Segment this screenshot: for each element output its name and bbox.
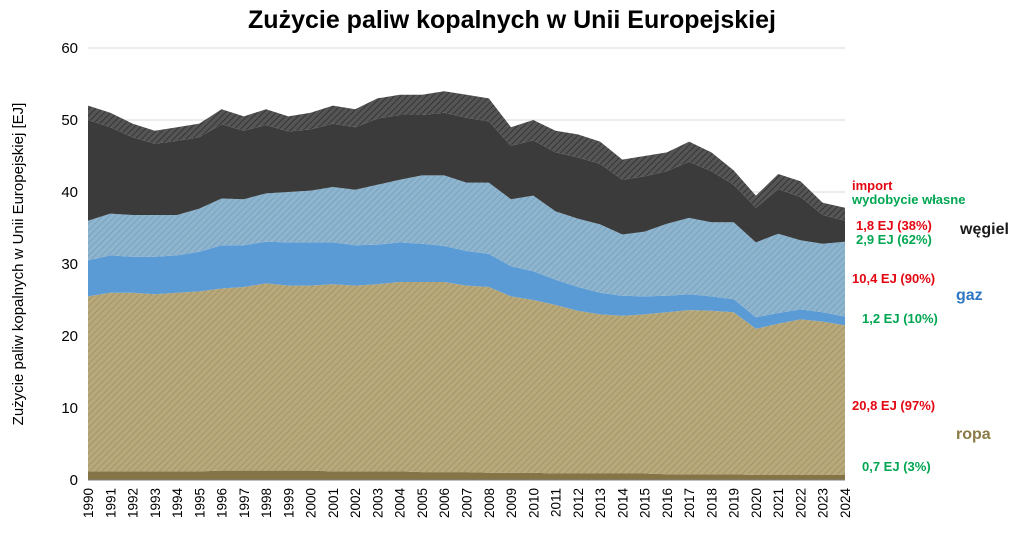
x-tick-label-1996: 1996 xyxy=(215,488,230,518)
y-tick-label-40: 40 xyxy=(61,184,78,201)
oil-label: ropa xyxy=(956,426,991,443)
area-węgiel — import xyxy=(88,91,845,221)
x-tick-label-2010: 2010 xyxy=(526,488,541,518)
x-tick-label-1997: 1997 xyxy=(237,488,252,518)
area-ropa — import xyxy=(88,282,845,475)
x-tick-label-2011: 2011 xyxy=(549,488,564,517)
x-tick-label-2006: 2006 xyxy=(437,488,452,518)
x-tick-label-1992: 1992 xyxy=(126,488,141,518)
x-tick-label-2005: 2005 xyxy=(415,488,430,518)
x-tick-label-1990: 1990 xyxy=(81,488,96,518)
x-tick-label-1999: 1999 xyxy=(281,488,296,518)
oil-import-value: 20,8 EJ (97%) xyxy=(852,398,936,413)
x-tick-label-1993: 1993 xyxy=(148,488,163,518)
y-tick-label-30: 30 xyxy=(61,256,78,273)
area-węgiel — wydobycie własne xyxy=(88,112,845,244)
x-tick-label-2004: 2004 xyxy=(393,488,408,519)
x-tick-label-2021: 2021 xyxy=(771,488,786,518)
x-tick-label-2016: 2016 xyxy=(660,488,675,518)
x-tick-label-2023: 2023 xyxy=(816,488,831,518)
x-tick-label-1995: 1995 xyxy=(192,488,207,518)
x-tick-label-2013: 2013 xyxy=(593,488,608,518)
gas-label: gaz xyxy=(956,287,983,304)
coal-import-value: 1,8 EJ (38%) xyxy=(856,218,932,233)
y-tick-label-50: 50 xyxy=(61,112,78,129)
x-tick-label-2002: 2002 xyxy=(348,488,363,518)
x-tick-label-1994: 1994 xyxy=(170,488,185,519)
x-tick-label-2017: 2017 xyxy=(682,488,697,518)
x-tick-label-2015: 2015 xyxy=(638,488,653,518)
area-gaz — import xyxy=(88,175,845,318)
x-tick-label-2020: 2020 xyxy=(749,488,764,518)
y-tick-label-60: 60 xyxy=(61,40,78,57)
x-tick-label-2019: 2019 xyxy=(727,488,742,518)
x-tick-label-2022: 2022 xyxy=(793,488,808,518)
y-tick-label-10: 10 xyxy=(61,400,78,417)
x-tick-label-2024: 2024 xyxy=(838,488,853,519)
coal-own-value: 2,9 EJ (62%) xyxy=(856,232,932,247)
legend-import-header: import xyxy=(852,178,893,193)
y-tick-label-20: 20 xyxy=(61,328,78,345)
x-tick-label-2009: 2009 xyxy=(504,488,519,518)
gas-import-value: 10,4 EJ (90%) xyxy=(852,271,936,286)
oil-own-value: 0,7 EJ (3%) xyxy=(862,459,931,474)
area-gaz — wydobycie własne xyxy=(88,241,845,329)
y-tick-label-0: 0 xyxy=(70,472,78,489)
coal-label: węgiel xyxy=(960,221,1009,238)
x-tick-label-2001: 2001 xyxy=(326,488,341,518)
area-ropa — wydobycie własne xyxy=(88,470,845,480)
x-tick-label-2007: 2007 xyxy=(460,488,475,518)
x-tick-label-2000: 2000 xyxy=(304,488,319,518)
x-tick-label-1991: 1991 xyxy=(103,488,118,518)
x-tick-label-2018: 2018 xyxy=(704,488,719,518)
x-tick-label-2014: 2014 xyxy=(615,488,630,519)
x-tick-label-2003: 2003 xyxy=(370,488,385,518)
legend-own-header: wydobycie własne xyxy=(852,192,966,207)
chart-title: Zużycie paliw kopalnych w Unii Europejsk… xyxy=(248,6,776,34)
x-tick-label-1998: 1998 xyxy=(259,488,274,518)
x-tick-label-2012: 2012 xyxy=(571,488,586,518)
x-tick-label-2008: 2008 xyxy=(482,488,497,518)
gas-own-value: 1,2 EJ (10%) xyxy=(862,311,938,326)
